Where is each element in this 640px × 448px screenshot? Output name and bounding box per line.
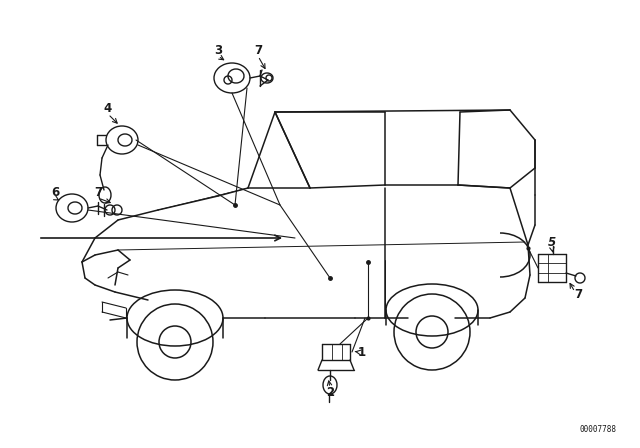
Text: 2: 2 <box>326 387 334 400</box>
Text: 5: 5 <box>548 236 556 249</box>
Text: 4: 4 <box>104 102 112 115</box>
Text: 3: 3 <box>214 43 222 56</box>
Text: 00007788: 00007788 <box>580 426 617 435</box>
Text: 7: 7 <box>254 43 262 56</box>
Text: 6: 6 <box>51 185 59 198</box>
Text: 7: 7 <box>574 289 582 302</box>
Text: 1: 1 <box>358 345 366 358</box>
Text: 7: 7 <box>94 185 102 198</box>
